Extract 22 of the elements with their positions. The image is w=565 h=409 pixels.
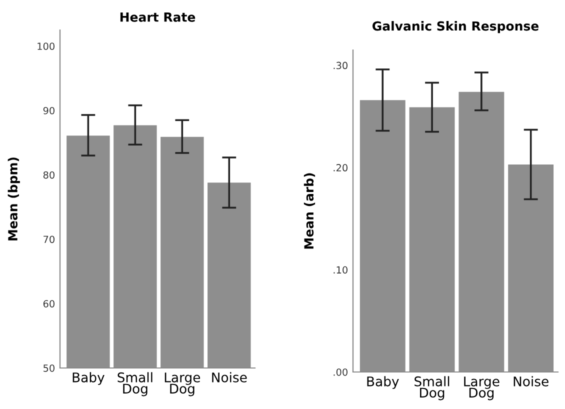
x-tick-label: Small Dog (414, 376, 450, 400)
x-tick-label: Large Dog (164, 372, 200, 396)
chart-title: Heart Rate (120, 12, 196, 22)
y-tick-label: .20 (334, 164, 348, 172)
y-tick-label: 90 (43, 106, 54, 114)
x-tick-label: Baby (367, 376, 399, 389)
x-tick-label: Large Dog (464, 376, 500, 400)
x-tick-label: Noise (212, 372, 247, 382)
y-tick-label: 80 (43, 171, 54, 179)
x-tick-label: Small Dog (118, 372, 152, 396)
y-tick-label: 70 (44, 236, 54, 244)
x-tick-label: Baby (72, 372, 104, 385)
y-axis-title: Mean (arb) (304, 173, 316, 249)
y-axis-title: Mean (bpm) (8, 158, 20, 240)
y-tick-label: 100 (38, 42, 54, 50)
y-tick-label: .30 (334, 62, 348, 70)
chart-title: Galvanic Skin Response (372, 21, 539, 34)
y-tick-label: 50 (44, 364, 54, 372)
y-tick-label: .10 (334, 266, 348, 274)
y-tick-label: .00 (334, 368, 348, 376)
y-tick-label: 60 (43, 300, 54, 308)
x-tick-label: Noise (514, 376, 548, 386)
